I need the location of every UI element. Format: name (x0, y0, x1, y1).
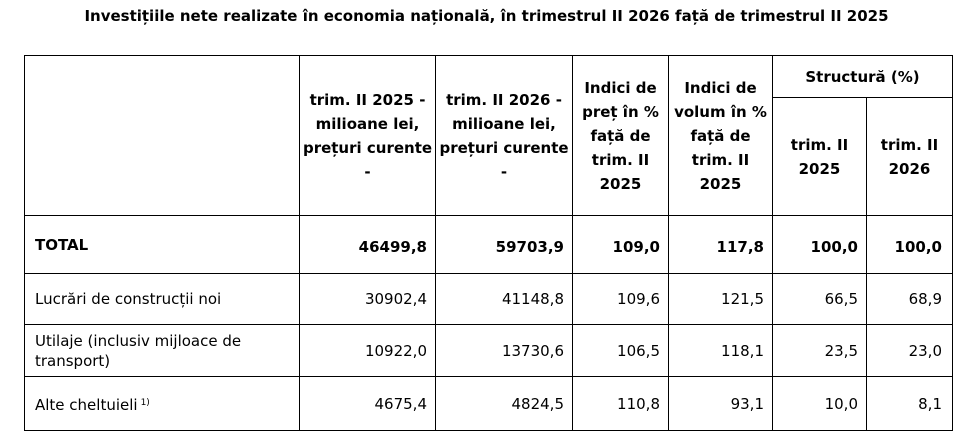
header-col-trim2-2026: trim. II 2026 - milioane lei, prețuri cu… (435, 55, 573, 216)
table-row-total: TOTAL 46499,8 59703,9 109,0 117,8 100,0 … (24, 215, 953, 274)
header-col-volume-index: Indici de volum în % față de trim. II 20… (668, 55, 773, 216)
cell-value: 100,0 (866, 215, 953, 274)
row-label: Lucrări de construcții noi (24, 273, 300, 325)
investments-table: trim. II 2025 - milioane lei, prețuri cu… (24, 55, 953, 431)
row-label: Alte cheltuieli 1) (24, 376, 300, 431)
row-label: Utilaje (inclusiv mijloace de transport) (24, 324, 300, 377)
cell-value: 110,8 (572, 376, 669, 431)
header-col-trim2-2025: trim. II 2025 - milioane lei, prețuri cu… (299, 55, 436, 216)
cell-value: 121,5 (668, 273, 773, 325)
cell-value: 41148,8 (435, 273, 573, 325)
cell-value: 23,0 (866, 324, 953, 377)
cell-value: 10922,0 (299, 324, 436, 377)
cell-value: 30902,4 (299, 273, 436, 325)
cell-value: 109,0 (572, 215, 669, 274)
cell-value: 13730,6 (435, 324, 573, 377)
cell-value: 8,1 (866, 376, 953, 431)
table-row: Utilaje (inclusiv mijloace de transport)… (24, 324, 953, 377)
table-row: Alte cheltuieli 1) 4675,4 4824,5 110,8 93… (24, 376, 953, 431)
cell-value: 66,5 (772, 273, 867, 325)
cell-value: 100,0 (772, 215, 867, 274)
cell-value: 68,9 (866, 273, 953, 325)
header-row-top: trim. II 2025 - milioane lei, prețuri cu… (24, 55, 953, 216)
cell-value: 109,6 (572, 273, 669, 325)
header-empty-cell (24, 55, 300, 216)
cell-value: 4824,5 (435, 376, 573, 431)
header-col-structure-2026: trim. II 2026 (866, 97, 953, 216)
header-group-structure: Structură (%) (772, 55, 953, 98)
cell-value: 4675,4 (299, 376, 436, 431)
table-row: Lucrări de construcții noi 30902,4 41148… (24, 273, 953, 325)
cell-value: 117,8 (668, 215, 773, 274)
cell-value: 59703,9 (435, 215, 573, 274)
header-col-structure-2025: trim. II 2025 (772, 97, 867, 216)
cell-value: 106,5 (572, 324, 669, 377)
cell-value: 23,5 (772, 324, 867, 377)
cell-value: 93,1 (668, 376, 773, 431)
cell-value: 46499,8 (299, 215, 436, 274)
row-label: TOTAL (24, 215, 300, 274)
table-title: Investițiile nete realizate în economia … (84, 7, 889, 25)
header-row-sub: trim. II 2025 trim. II 2026 (25, 97, 953, 216)
header-col-price-index: Indici de preț în % față de trim. II 202… (572, 55, 669, 216)
cell-value: 118,1 (668, 324, 773, 377)
cell-value: 10,0 (772, 376, 867, 431)
footnote-mark: 1) (140, 397, 150, 408)
